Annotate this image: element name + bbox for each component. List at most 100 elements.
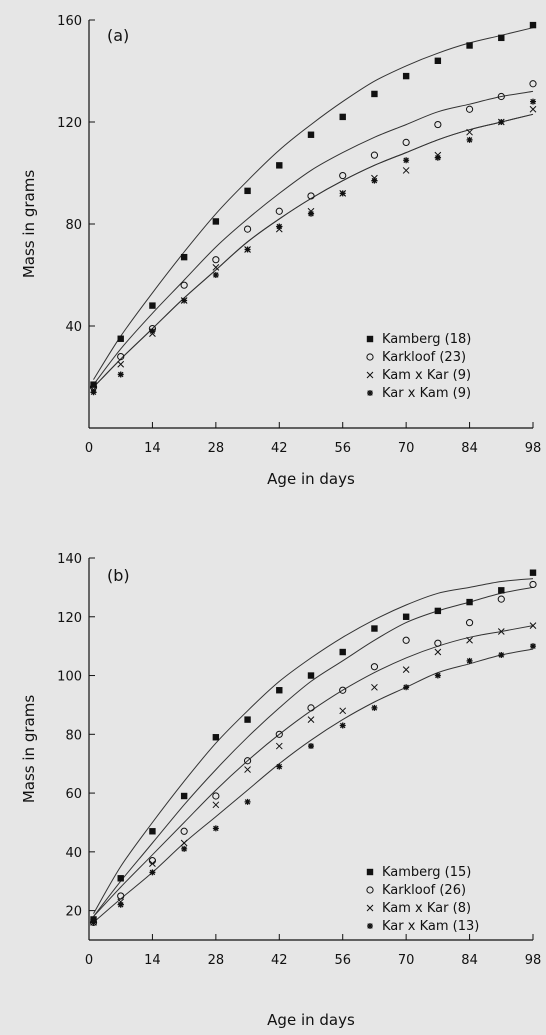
panel-a-point-s1-4 [212, 256, 220, 264]
panel-b-point-s3-9 [371, 704, 378, 711]
panel-b-point-s3-1 [117, 901, 124, 908]
panel-a-fit-curve-1 [93, 90, 534, 385]
panel-a-point-s1-11 [434, 120, 442, 129]
panel-b-x-tick-label-4: 56 [334, 953, 351, 968]
panel-a-label: (a) [107, 26, 129, 45]
panel-b-legend-marker-0 [366, 868, 374, 876]
panel-a-point-s3-5 [244, 246, 251, 253]
panel-a: (a) Age in days Mass in grams Kamberg (1… [20, 14, 541, 488]
panel-b-y-tick-label-4: 100 [57, 670, 82, 685]
panel-b-point-s2-13 [497, 628, 505, 635]
panel-b-point-s1-0 [89, 918, 98, 926]
panel-a-point-s2-4 [212, 263, 220, 271]
panel-a-fit-curve-0 [93, 27, 534, 380]
panel-a-point-s1-14 [529, 80, 537, 88]
panel-b-point-s0-12 [466, 598, 473, 606]
panel-b-point-s3-0 [90, 919, 97, 926]
panel-a-point-s1-10 [402, 138, 410, 146]
panel-b-point-s2-12 [466, 636, 473, 644]
panel-b-point-s0-9 [371, 625, 378, 632]
panel-a-x-axis-label: Age in days [267, 470, 355, 488]
panel-b-x-tick-label-2: 28 [208, 953, 225, 968]
panel-b-point-s2-5 [244, 766, 251, 773]
panel-a-point-s2-14 [529, 105, 537, 113]
panel-a-point-s2-1 [117, 360, 125, 368]
panel-b-point-s3-11 [434, 672, 441, 679]
panel-b-point-s1-1 [117, 892, 125, 900]
panel-b-point-s3-6 [276, 763, 283, 770]
panel-a-legend-marker-3 [367, 390, 373, 396]
panel-a-point-s1-12 [465, 105, 474, 113]
panel-a-point-s1-3 [180, 281, 188, 289]
panel-a-point-s0-1 [117, 335, 124, 342]
panel-a-point-s0-7 [307, 131, 315, 138]
panel-a-point-s0-14 [529, 21, 537, 29]
panel-b-point-s3-8 [339, 722, 346, 729]
panel-b-point-s0-3 [180, 792, 188, 800]
panel-b-legend-label-1: Karkloof (26) [382, 883, 466, 898]
panel-b-y-axis-label: Mass in grams [20, 695, 38, 803]
panel-b-point-s1-13 [497, 595, 505, 603]
panel-b-point-s2-4 [212, 801, 220, 809]
panel-b-point-s0-7 [307, 672, 315, 679]
panel-b-point-s3-14 [530, 643, 536, 650]
panel-b-point-s2-3 [180, 839, 188, 847]
panel-a-point-s1-9 [370, 151, 379, 159]
panel-a-legend-label-1: Karkloof (23) [382, 350, 466, 365]
panel-a-point-s0-8 [339, 113, 346, 121]
panel-b-point-s2-11 [434, 648, 442, 656]
panel-b-point-s1-14 [529, 580, 537, 589]
panel-b-point-s2-9 [371, 683, 378, 691]
panel-b-point-s1-4 [212, 792, 220, 800]
panel-a-y-tick-label-2: 120 [57, 116, 82, 131]
panel-a-legend-label-2: Kam x Kar (9) [382, 368, 471, 383]
panel-a-x-tick-label-2: 28 [208, 441, 225, 456]
panel-a-point-s0-2 [149, 302, 156, 309]
panel-a-point-s3-4 [212, 272, 219, 278]
panel-a-legend-marker-1 [366, 353, 374, 361]
panel-b-point-s3-4 [212, 825, 219, 832]
panel-b-point-s1-5 [243, 757, 252, 765]
panel-a-point-s3-12 [466, 136, 473, 143]
panel-b-y-tick-label-0: 20 [65, 905, 82, 920]
panel-a-legend: Kamberg (18) Karkloof (23) Kam x Kar (9)… [382, 332, 471, 401]
panel-b-x-tick-label-1: 14 [144, 953, 161, 968]
panel-b-point-s2-6 [275, 742, 283, 750]
panel-b-x-tick-label-7: 98 [525, 953, 542, 968]
panel-b-y-tick-label-2: 60 [65, 787, 82, 802]
panel-b-legend: Kamberg (15) Karkloof (26) Kam x Kar (8)… [382, 865, 479, 934]
panel-a-x-tick-label-1: 14 [144, 441, 161, 456]
panel-a-point-s3-7 [308, 210, 314, 217]
panel-b-y-tick-label-5: 120 [57, 611, 82, 626]
panel-a-y-axis-label: Mass in grams [20, 170, 38, 278]
panel-a-point-s3-10 [403, 157, 410, 164]
panel-b-point-s1-7 [307, 704, 315, 712]
panel-b-legend-label-3: Kar x Kam (13) [382, 919, 479, 934]
panel-b-point-s3-2 [149, 869, 156, 876]
panel-b-fit-curve-0 [93, 578, 534, 914]
panel-b-point-s1-2 [148, 857, 157, 865]
panel-a-point-s1-7 [307, 192, 315, 200]
panel-b-point-s3-7 [308, 743, 314, 750]
panel-b-point-s3-5 [244, 798, 251, 805]
panel-b-point-s2-14 [529, 622, 537, 629]
panel-b-point-s2-7 [307, 716, 315, 723]
panel-b-point-s1-9 [370, 663, 379, 671]
panel-b-point-s0-8 [339, 648, 346, 656]
panel-a-y-tick-label-1: 80 [65, 218, 82, 233]
panel-b-point-s2-2 [149, 860, 156, 867]
panel-b-point-s0-1 [117, 875, 124, 882]
panel-a-point-s0-0 [90, 381, 97, 388]
panel-b-point-s2-8 [339, 707, 347, 715]
panel-b-y-tick-label-1: 40 [65, 846, 82, 861]
panel-b-point-s3-3 [181, 845, 188, 852]
panel-b-x-axis-label: Age in days [267, 1011, 355, 1029]
panel-b-point-s0-11 [434, 607, 442, 615]
panel-a-x-tick-label-6: 84 [461, 441, 478, 456]
panel-b-point-s1-10 [402, 636, 410, 644]
panel-a-point-s1-13 [497, 92, 505, 101]
panel-b-point-s1-6 [275, 730, 283, 738]
panel-b-y-tick-label-6: 140 [57, 552, 82, 567]
panel-a-point-s0-3 [180, 253, 188, 261]
panel-a-point-s0-11 [434, 57, 442, 64]
